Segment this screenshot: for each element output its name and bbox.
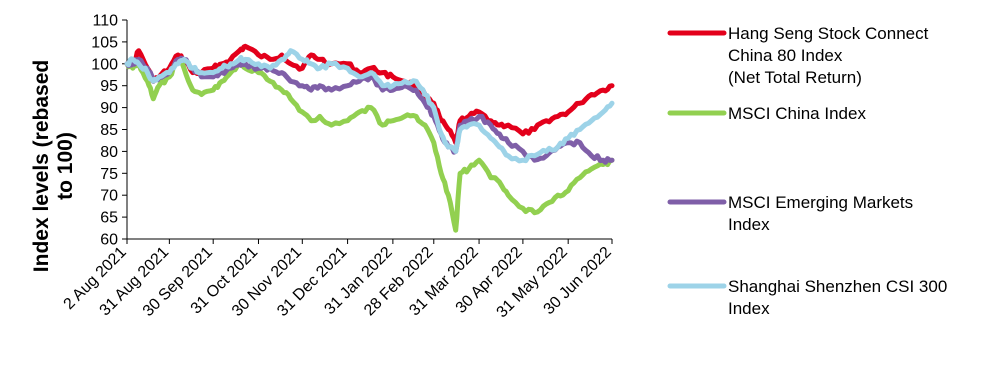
y-tick-labels: 60 65 70 75 80 85 90 95 100 105 110 — [91, 13, 127, 249]
plot-area — [126, 20, 612, 240]
legend-label-3: Index — [728, 215, 770, 234]
series-line-2 — [124, 56, 615, 233]
y-tick-label: 75 — [100, 166, 118, 183]
series-lines — [124, 43, 615, 233]
legend-label-2: MSCI China Index — [728, 104, 866, 123]
y-axis-label: Index levels (rebasedto 100) — [30, 60, 77, 272]
y-tick-label: 105 — [91, 34, 118, 51]
y-tick-label: 110 — [92, 13, 118, 30]
y-tick-label: 100 — [91, 56, 118, 73]
legend-label-4: Index — [728, 299, 770, 318]
y-tick-label: 65 — [100, 210, 118, 227]
legend-label-3: MSCI Emerging Markets — [728, 193, 913, 212]
legend-label-1: Hang Seng Stock Connect — [728, 24, 929, 43]
legend-label-4: Shanghai Shenzhen CSI 300 — [728, 277, 947, 296]
y-tick-label: 90 — [100, 100, 118, 117]
y-axis-label-line: to 100) — [54, 132, 77, 200]
legend: Hang Seng Stock Connect China 80 Index (Ne… — [667, 24, 947, 318]
legend-label-1: (Net Total Return) — [728, 68, 862, 87]
y-axis-label-line: Index levels (rebased — [30, 60, 53, 272]
y-tick-label: 70 — [100, 188, 118, 205]
y-tick-label: 95 — [100, 78, 118, 95]
series-line-4 — [124, 48, 615, 164]
y-tick-label: 80 — [100, 144, 118, 161]
legend-label-1: China 80 Index — [728, 46, 843, 65]
y-tick-label: 85 — [100, 122, 118, 139]
y-tick-label: 60 — [100, 232, 118, 249]
